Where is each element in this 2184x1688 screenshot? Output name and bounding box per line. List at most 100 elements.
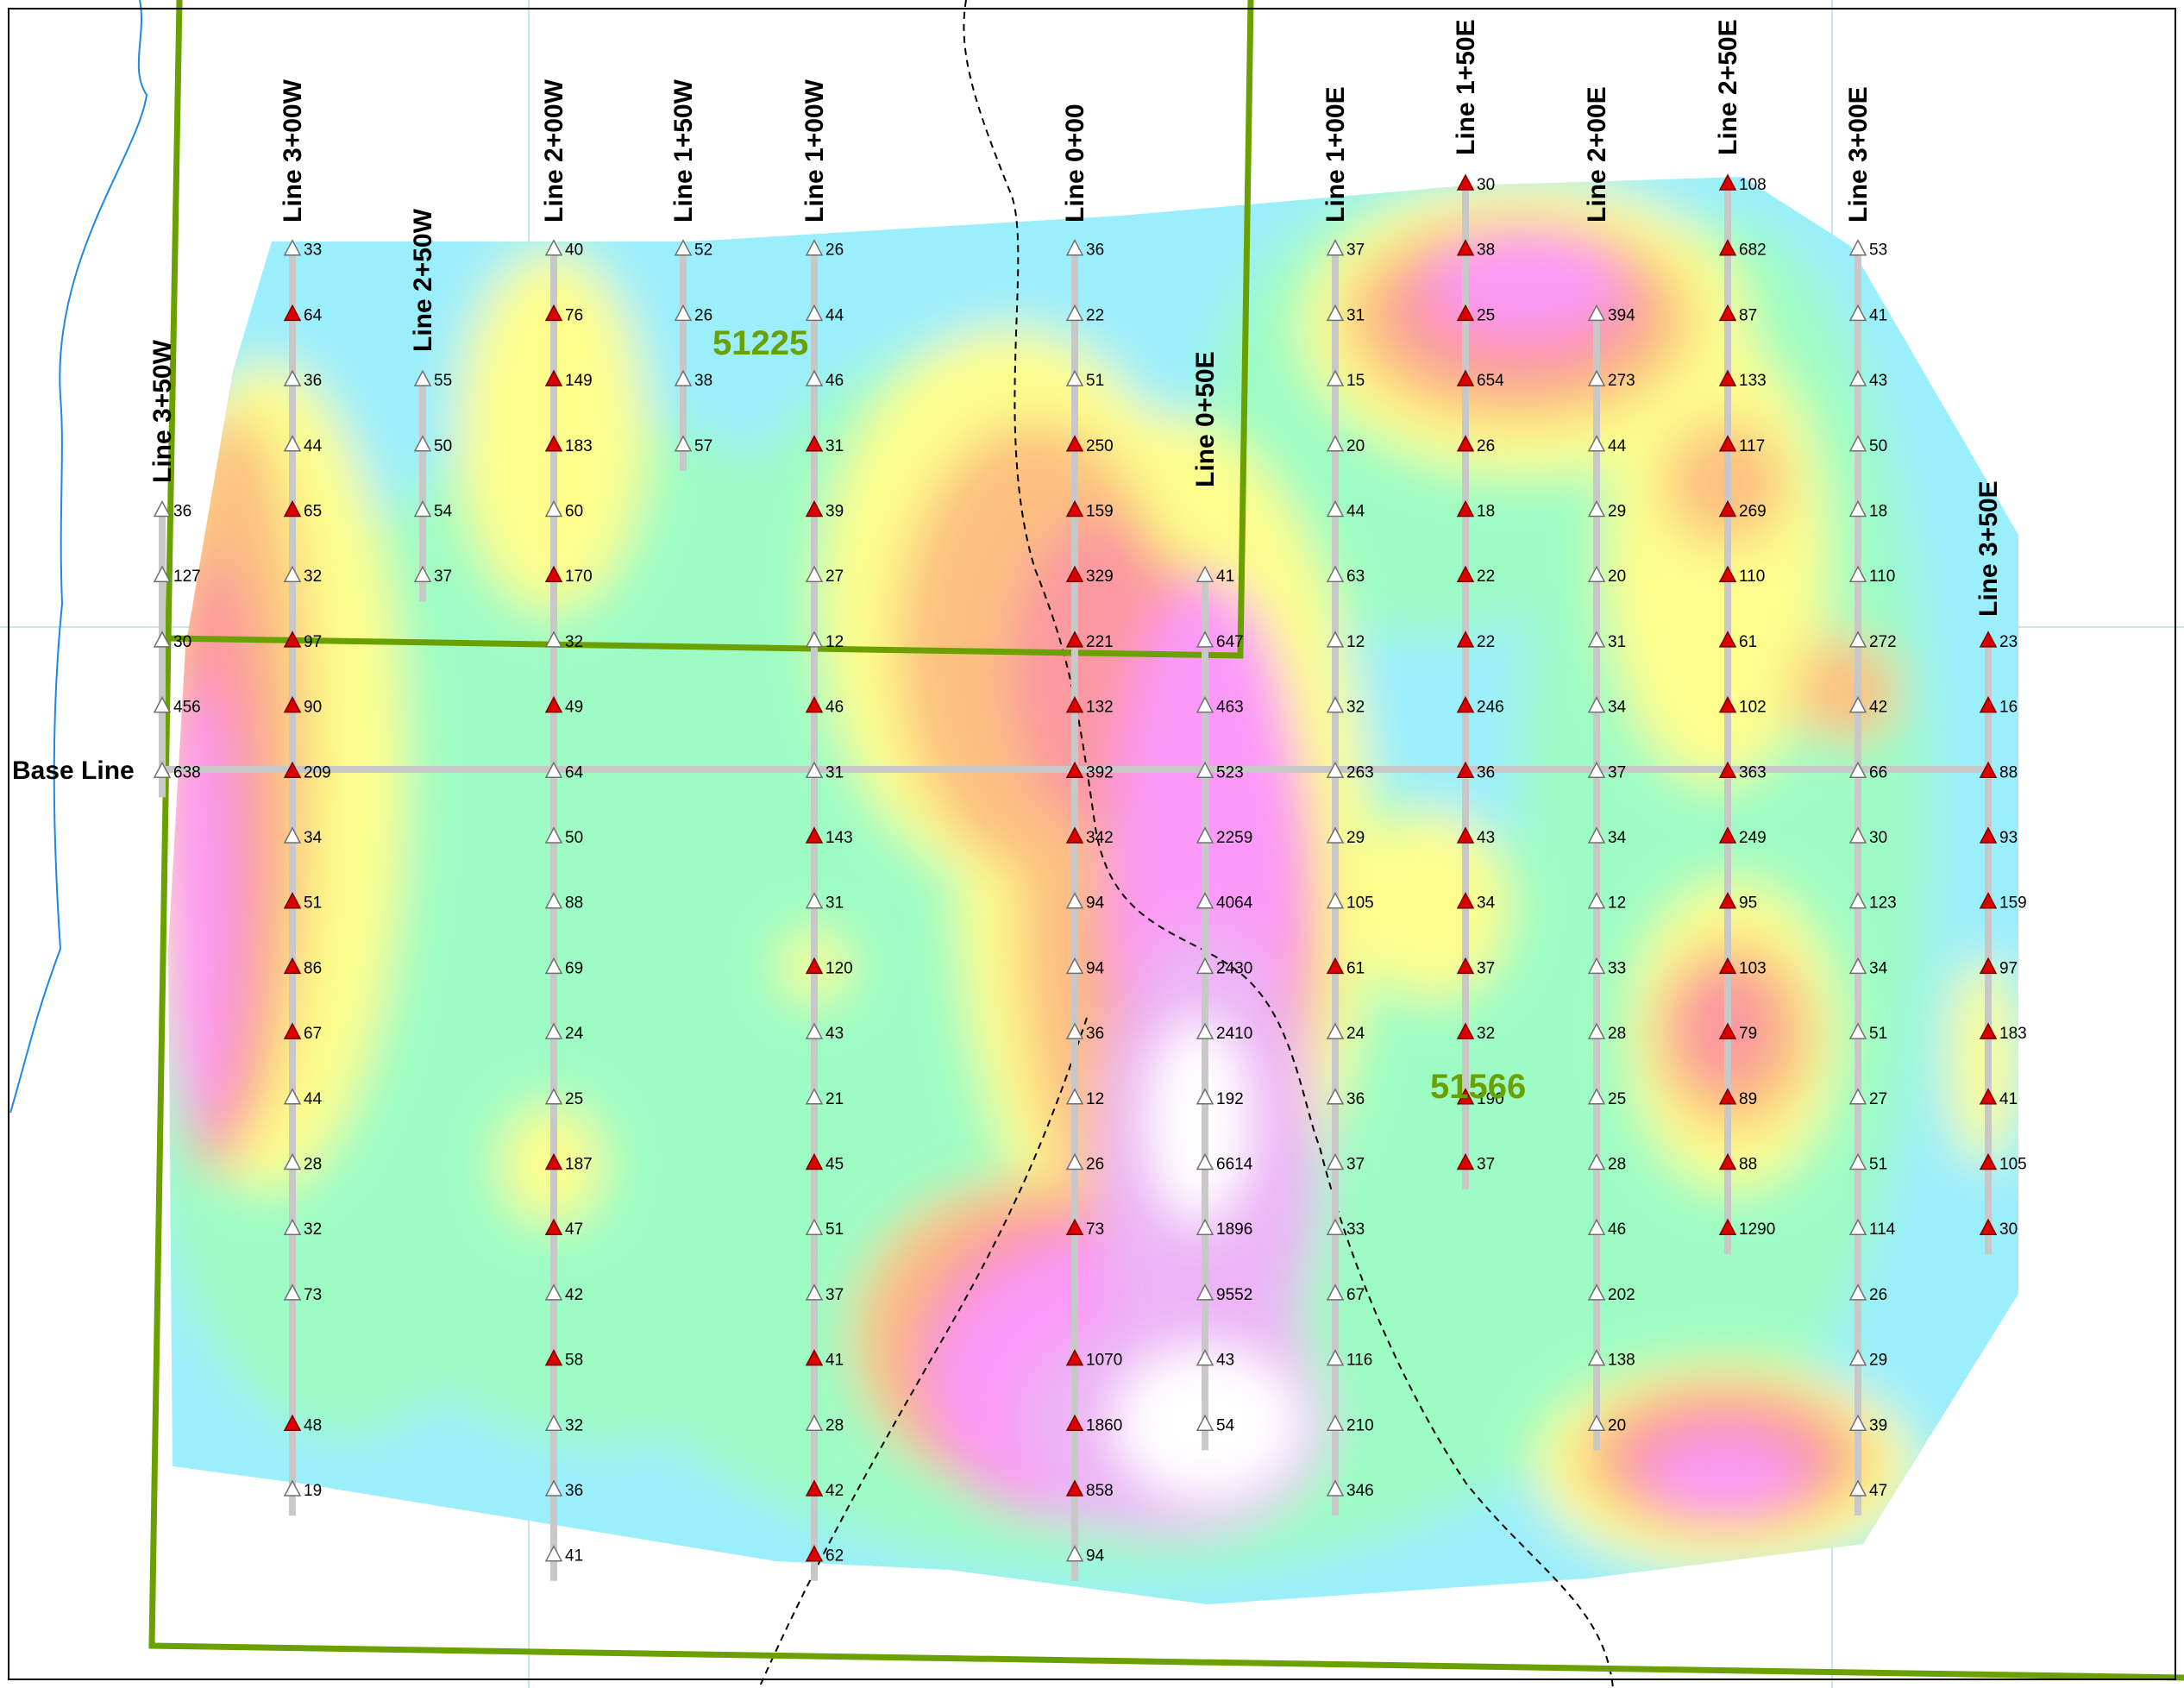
sample-value: 44 [304, 437, 323, 455]
sample-value: 110 [1869, 568, 1895, 586]
triangle-red-icon [1979, 1152, 1998, 1170]
triangle-red-icon [805, 1348, 824, 1366]
sample-value: 32 [565, 1416, 583, 1434]
sample-value: 170 [565, 568, 593, 586]
triangle-white-icon [674, 435, 693, 452]
triangle-white-icon [1848, 957, 1867, 975]
triangle-white-icon [1848, 631, 1867, 648]
sample-value: 95 [1739, 894, 1757, 913]
sample-value: 159 [1999, 894, 2027, 913]
triangle-white-icon [1587, 1218, 1606, 1235]
sample-value: 42 [825, 1482, 844, 1500]
triangle-white-icon [1326, 695, 1345, 713]
sample-value: 37 [1477, 1156, 1495, 1174]
sample-value: 20 [1608, 568, 1626, 586]
sample-value: 25 [1477, 306, 1495, 324]
triangle-white-icon [1196, 1152, 1214, 1170]
triangle-red-icon [544, 435, 563, 452]
sample-value: 22 [1477, 633, 1495, 651]
triangle-red-icon [1456, 892, 1475, 909]
sample-value: 37 [825, 1286, 844, 1304]
triangle-white-icon [1065, 1088, 1084, 1105]
triangle-white-icon [283, 435, 302, 452]
triangle-white-icon [1326, 369, 1345, 386]
sample-value: 25 [1608, 1090, 1626, 1108]
triangle-white-icon [1065, 1022, 1084, 1039]
triangle-white-icon [1065, 1545, 1084, 1562]
triangle-white-icon [805, 369, 824, 386]
triangle-white-icon [1587, 826, 1606, 844]
triangle-white-icon [283, 1152, 302, 1170]
survey-line-label: Line 2+00E [1583, 86, 1611, 223]
sample-value: 108 [1739, 176, 1767, 194]
triangle-red-icon [1065, 1348, 1084, 1366]
sample-value: 363 [1739, 763, 1767, 781]
triangle-white-icon [1848, 239, 1867, 256]
sample-value: 394 [1608, 306, 1635, 324]
triangle-red-icon [1456, 695, 1475, 713]
triangle-white-icon [1848, 1414, 1867, 1432]
triangle-white-icon [413, 369, 432, 386]
triangle-red-icon [1979, 695, 1998, 713]
triangle-white-icon [1587, 957, 1606, 975]
triangle-red-icon [1718, 435, 1737, 452]
sample-value: 50 [1869, 437, 1887, 455]
triangle-white-icon [544, 1414, 563, 1432]
sample-value: 86 [304, 959, 322, 977]
triangle-red-icon [544, 565, 563, 582]
triangle-white-icon [1196, 1088, 1214, 1105]
triangle-white-icon [1587, 304, 1606, 322]
sample-value: 342 [1086, 829, 1114, 847]
triangle-red-icon [544, 1152, 563, 1170]
sample-value: 114 [1869, 1221, 1896, 1239]
triangle-red-icon [544, 695, 563, 713]
triangle-red-icon [283, 695, 302, 713]
triangle-red-icon [283, 892, 302, 909]
triangle-white-icon [283, 1088, 302, 1105]
sample-value: 6614 [1216, 1156, 1253, 1174]
triangle-white-icon [544, 1022, 563, 1039]
sample-value: 32 [304, 1221, 322, 1239]
triangle-red-icon [1456, 957, 1475, 975]
sample-value: 38 [1477, 242, 1495, 260]
triangle-white-icon [544, 1479, 563, 1497]
triangle-white-icon [1326, 304, 1345, 322]
survey-line: Line 1+50E 30 38 25 654 26 18 22 22 246 36 43 34 37 32… [1452, 19, 1504, 1189]
sample-value: 110 [1739, 568, 1765, 586]
triangle-white-icon [1196, 1283, 1214, 1301]
sample-value: 34 [1869, 959, 1888, 977]
survey-line: Line 2+50W 55 50 54 37 [409, 208, 453, 602]
sample-value: 65 [304, 503, 322, 521]
sample-value: 43 [1477, 829, 1495, 847]
sample-value: 46 [825, 699, 844, 717]
sample-value: 31 [1608, 633, 1626, 651]
triangle-white-icon [1196, 695, 1214, 713]
sample-value: 37 [1477, 959, 1495, 977]
triangle-white-icon [805, 1022, 824, 1039]
triangle-white-icon [805, 1218, 824, 1235]
triangle-white-icon [1587, 1414, 1606, 1432]
triangle-white-icon [805, 239, 824, 256]
triangle-white-icon [805, 1088, 824, 1105]
triangle-red-icon [1718, 1022, 1737, 1039]
survey-line: Line 3+00E 53 41 43 50 18 110 272 42 66 30 123 34 51 2… [1844, 86, 1897, 1515]
triangle-red-icon [1718, 304, 1737, 322]
triangle-white-icon [153, 499, 172, 518]
triangle-white-icon [283, 826, 302, 844]
sample-value: 34 [1477, 894, 1496, 913]
triangle-red-icon [805, 499, 824, 518]
triangle-red-icon [1456, 761, 1475, 779]
triangle-red-icon [1065, 695, 1084, 713]
triangle-white-icon [1587, 499, 1606, 518]
sample-value: 43 [1869, 372, 1887, 390]
sample-value: 46 [1608, 1221, 1626, 1239]
triangle-red-icon [1979, 1088, 1998, 1105]
triangle-red-icon [1718, 892, 1737, 909]
triangle-red-icon [805, 1545, 824, 1562]
triangle-white-icon [283, 239, 302, 256]
sample-value: 102 [1739, 699, 1767, 717]
sample-value: 47 [565, 1221, 583, 1239]
sample-value: 1070 [1086, 1352, 1122, 1370]
triangle-white-icon [1196, 1218, 1214, 1235]
sample-value: 149 [565, 372, 593, 390]
